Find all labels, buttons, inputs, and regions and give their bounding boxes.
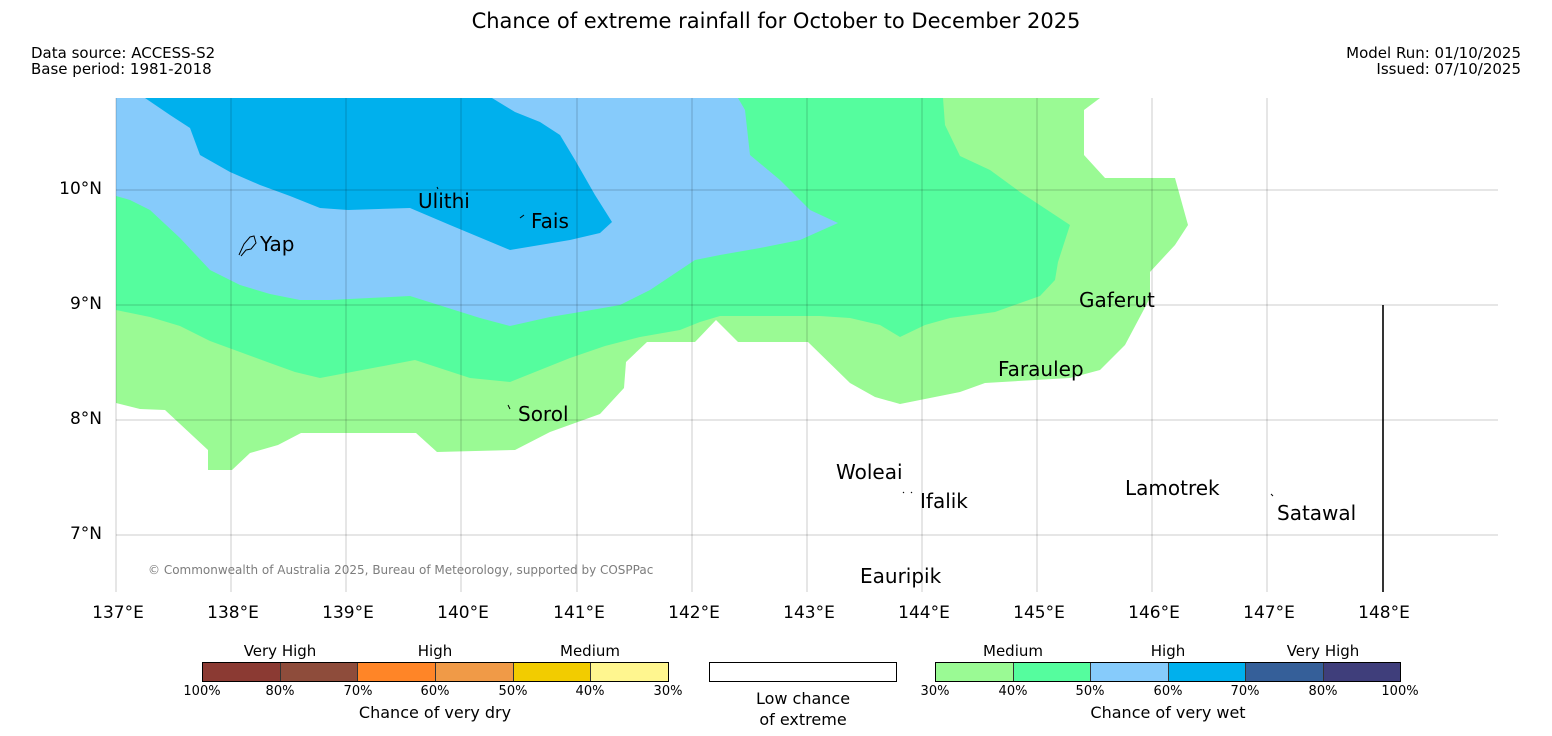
low-caption-line2: of extreme [759, 710, 847, 729]
place-label-yap: Yap [260, 232, 295, 256]
dry-swatch [203, 663, 280, 681]
dry-caption: Chance of very dry [358, 703, 512, 722]
place-label-ifalik: Ifalik [920, 489, 968, 513]
place-label-sorol: Sorol [518, 402, 569, 426]
yap-island-shape [238, 235, 257, 257]
fais-island-shape [519, 214, 525, 219]
wet-caption: Chance of very wet [1090, 703, 1246, 722]
map-title: Chance of extreme rainfall for October t… [471, 9, 1081, 33]
wet-category-very-high: Very High [1286, 642, 1360, 660]
lon-tick-141e: 141°E [553, 603, 605, 623]
wet-tick: 50% [1075, 684, 1105, 699]
lat-tick-10n: 10°N [59, 179, 102, 199]
graticule [115, 98, 1498, 592]
model-run: Model Run: 01/10/2025 [1346, 44, 1521, 62]
wet-swatch [936, 663, 1013, 681]
dry-category-high: High [417, 642, 453, 660]
meta-right: Model Run: 01/10/2025 Issued: 07/10/2025 [1346, 45, 1521, 77]
wet-swatch [1245, 663, 1323, 681]
low-chance-caption: Low chance of extreme [756, 688, 850, 730]
lon-tick-137e: 137°E [92, 603, 144, 623]
wet-swatch [1012, 663, 1090, 681]
wet-category-high: High [1150, 642, 1186, 660]
lon-tick-143e: 143°E [783, 603, 835, 623]
wet-tick: 80% [1308, 684, 1338, 699]
ulithi-island-shape [436, 186, 439, 190]
wet-tick: 70% [1230, 684, 1260, 699]
lon-tick-145e: 145°E [1013, 603, 1065, 623]
dry-swatch [357, 663, 436, 681]
dry-category-medium: Medium [560, 642, 620, 660]
wet-very-high-zone [145, 98, 612, 250]
lon-tick-139e: 139°E [322, 603, 374, 623]
place-label-faraulep: Faraulep [998, 357, 1084, 381]
wet-swatch [1322, 663, 1400, 681]
place-label-woleai: Woleai [836, 460, 903, 484]
wet-swatch [1090, 663, 1168, 681]
dry-swatch [590, 663, 669, 681]
dry-swatch [512, 663, 591, 681]
lat-tick-9n: 9°N [69, 294, 102, 314]
lon-tick-147e: 147°E [1243, 603, 1295, 623]
wet-tick: 40% [998, 684, 1028, 699]
base-period: Base period: 1981-2018 [31, 60, 212, 78]
lon-tick-140e: 140°E [437, 603, 489, 623]
probability-fields [116, 98, 1188, 470]
low-swatch [710, 663, 896, 681]
dry-category-very-high: Very High [243, 642, 317, 660]
sorol-island-shape [507, 404, 511, 410]
wet-tick: 60% [1153, 684, 1183, 699]
data-source: Data source: ACCESS-S2 [31, 44, 216, 62]
wet-colorbar [935, 662, 1401, 682]
place-label-satawal: Satawal [1277, 501, 1357, 525]
lon-tick-144e: 144°E [898, 603, 950, 623]
dry-tick: 40% [575, 684, 605, 699]
wet-tick: 100% [1381, 684, 1419, 699]
satawal-island-shape [1270, 493, 1274, 497]
dry-tick: 50% [498, 684, 528, 699]
dry-tick: 60% [420, 684, 450, 699]
place-label-fais: Fais [531, 209, 569, 233]
low-caption-line1: Low chance [755, 689, 851, 708]
issued-date: Issued: 07/10/2025 [1376, 60, 1521, 78]
place-label-gaferut: Gaferut [1079, 288, 1155, 312]
copyright-notice: © Commonwealth of Australia 2025, Bureau… [148, 563, 654, 577]
lat-tick-8n: 8°N [69, 409, 102, 429]
dry-colorbar [202, 662, 669, 682]
lon-tick-146e: 146°E [1128, 603, 1180, 623]
place-label-ulithi: Ulithi [418, 189, 470, 213]
wet-swatch [1167, 663, 1245, 681]
dry-tick: 70% [343, 684, 373, 699]
dry-tick: 100% [183, 684, 221, 699]
island-outlines [238, 186, 1274, 497]
place-label-lamotrek: Lamotrek [1125, 476, 1220, 500]
dry-tick: 80% [265, 684, 295, 699]
wet-category-medium: Medium [983, 642, 1043, 660]
lon-tick-138e: 138°E [207, 603, 259, 623]
meta-left: Data source: ACCESS-S2 Base period: 1981… [31, 45, 215, 77]
place-label-eauripik: Eauripik [860, 564, 942, 588]
lon-tick-142e: 142°E [668, 603, 720, 623]
lat-tick-7n: 7°N [69, 524, 102, 544]
dry-swatch [279, 663, 358, 681]
dry-tick: 30% [653, 684, 683, 699]
dry-swatch [435, 663, 513, 681]
lon-tick-148e: 148°E [1358, 603, 1410, 623]
wet-tick: 30% [920, 684, 950, 699]
low-chance-swatch [709, 662, 897, 682]
ifalik-island-shape [902, 491, 913, 494]
